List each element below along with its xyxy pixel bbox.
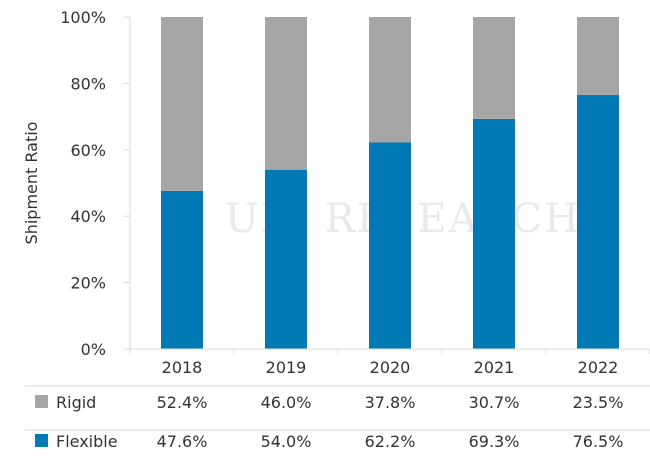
table-cell: 52.4% bbox=[157, 393, 208, 412]
bar-rigid-2021 bbox=[473, 17, 515, 119]
y-tick-label: 40% bbox=[70, 207, 106, 226]
x-tick-label: 2020 bbox=[370, 358, 411, 377]
y-tick-label: 60% bbox=[70, 141, 106, 160]
bar-rigid-2020 bbox=[369, 17, 411, 143]
y-axis-label: Shipment Ratio bbox=[22, 122, 41, 245]
x-tick-label: 2021 bbox=[474, 358, 515, 377]
bar-flexible-2020 bbox=[369, 142, 411, 349]
y-tick-label: 0% bbox=[81, 340, 106, 359]
table-row-label: Flexible bbox=[56, 432, 118, 451]
legend-swatch-flexible bbox=[35, 434, 48, 447]
y-tick-label: 20% bbox=[70, 274, 106, 293]
x-tick-label: 2018 bbox=[162, 358, 203, 377]
bars bbox=[161, 17, 619, 350]
table-row-label: Rigid bbox=[56, 393, 96, 412]
table-cell: 47.6% bbox=[157, 432, 208, 451]
y-tick-label: 100% bbox=[60, 8, 106, 27]
table-cell: 30.7% bbox=[469, 393, 520, 412]
x-tick-label: 2019 bbox=[266, 358, 307, 377]
table-cell: 23.5% bbox=[573, 393, 624, 412]
bar-flexible-2018 bbox=[161, 190, 203, 349]
bar-flexible-2022 bbox=[577, 95, 619, 350]
axes: 0% 20% 40% 60% 80% 100% Shipment Ratio 2018 2019… bbox=[22, 8, 650, 377]
table-cell: 54.0% bbox=[261, 432, 312, 451]
bar-rigid-2022 bbox=[577, 17, 619, 96]
bar-rigid-2018 bbox=[161, 17, 203, 191]
data-table: Rigid 52.4% 46.0% 37.8% 30.7% 23.5% Flexible 47… bbox=[25, 385, 650, 451]
bar-flexible-2019 bbox=[265, 169, 307, 349]
x-tick-label: 2022 bbox=[578, 358, 619, 377]
bar-flexible-2021 bbox=[473, 118, 515, 349]
legend-swatch-rigid bbox=[35, 395, 48, 408]
table-cell: 46.0% bbox=[261, 393, 312, 412]
table-cell: 37.8% bbox=[365, 393, 416, 412]
table-cell: 76.5% bbox=[573, 432, 624, 451]
table-cell: 62.2% bbox=[365, 432, 416, 451]
bar-rigid-2019 bbox=[265, 17, 307, 170]
y-tick-label: 80% bbox=[70, 74, 106, 93]
table-cell: 69.3% bbox=[469, 432, 520, 451]
